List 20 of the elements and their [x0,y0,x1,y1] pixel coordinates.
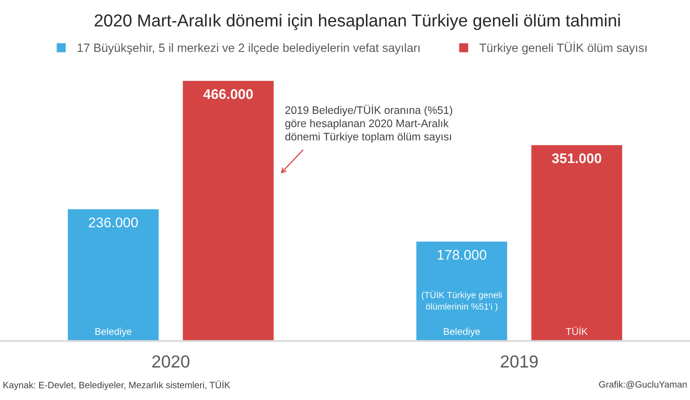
data-label: 236.000 [88,218,138,228]
data-label: 351.000 [552,153,602,164]
bar [182,80,274,341]
annotation: TÜİK [566,326,588,335]
data-label: 466.000 [203,89,253,100]
text: Kaynak: E-Devlet, Belediyeler, Mezarlık sistemleri, TÜİK [4,380,230,390]
annotation: (TÜİK Türkiye geneli ölümlerinin %51'i ) [422,290,502,312]
data-label: 178.000 [438,250,486,260]
annotation: Belediye [444,328,480,337]
legend-label: Türkiye geneli TÜİK ölüm sayısı [479,42,646,54]
annotation: Belediye [95,328,132,337]
chart-title: 2020 Mart-Aralık dönemi için hesaplanan Türkiye geneli ölüm tahmini [94,14,620,30]
bar [416,242,508,341]
x-tick-label: 2020 [152,355,190,368]
text: Grafik:@GucluYaman [599,380,687,389]
annotation: 2019 Belediye/TÜİK oranına (%51) göre hesaplanan 2020 Mart-Aralık dönemi Türkiye toplam ölüm sayısı [285,104,452,143]
bar [68,209,159,341]
x-tick-label: 2019 [500,355,538,368]
bar [531,145,622,341]
legend-label: 17 Büyükşehir, 5 il merkezi ve 2 ilçede belediyelerin vefat sayıları [78,43,420,54]
